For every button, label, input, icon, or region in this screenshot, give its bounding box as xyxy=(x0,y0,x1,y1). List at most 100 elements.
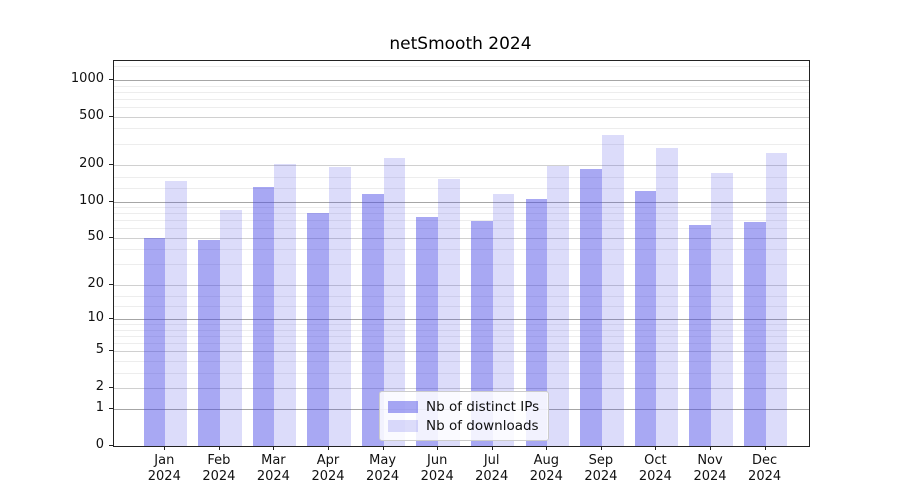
minor-gridline xyxy=(114,249,809,251)
x-tick-label-oct: Oct 2024 xyxy=(638,453,672,484)
y-tick-mark xyxy=(109,445,113,446)
minor-gridline xyxy=(114,264,809,266)
y-tick-mark xyxy=(109,200,113,202)
legend-swatch-distinct-ips xyxy=(388,400,418,413)
bar-downloads-nov xyxy=(711,173,733,446)
minor-gridline xyxy=(114,213,809,215)
minor-gridline xyxy=(114,107,809,108)
minor-gridline xyxy=(114,306,809,308)
bar-distinct-ips-jan xyxy=(143,237,166,446)
y-tick-label: 20 xyxy=(87,275,104,291)
bar-downloads-jan xyxy=(165,180,188,446)
minor-gridline xyxy=(114,228,809,230)
gridline-2 xyxy=(114,387,809,389)
bar-downloads-sep xyxy=(601,135,624,446)
x-tick-label-jul: Jul 2024 xyxy=(475,453,509,484)
x-tick-label-feb: Feb 2024 xyxy=(202,453,236,484)
x-tick-label-jan: Jan 2024 xyxy=(147,453,181,484)
gridline-100 xyxy=(114,201,809,203)
minor-gridline xyxy=(114,143,809,145)
x-tick-mark xyxy=(655,446,657,450)
x-tick-mark xyxy=(328,446,329,450)
legend-label-downloads: Nb of downloads xyxy=(426,417,539,434)
x-tick-label-mar: Mar 2024 xyxy=(256,453,290,484)
x-tick-mark xyxy=(764,446,766,450)
minor-gridline xyxy=(114,128,809,130)
x-tick-label-apr: Apr 2024 xyxy=(311,453,345,484)
y-tick-label: 1000 xyxy=(70,71,104,86)
y-tick-label: 500 xyxy=(79,107,104,123)
y-tick-mark xyxy=(109,115,113,117)
bar-distinct-ips-dec xyxy=(743,222,766,446)
y-tick-label: 0 xyxy=(95,437,104,452)
bar-distinct-ips-sep xyxy=(580,168,602,446)
bar-downloads-may xyxy=(383,158,406,446)
y-tick-mark xyxy=(109,318,113,319)
y-tick-label: 2 xyxy=(95,378,104,394)
y-tick-mark xyxy=(109,236,113,238)
x-tick-mark xyxy=(600,446,602,450)
y-tick-label: 1 xyxy=(95,400,104,416)
y-tick-label: 10 xyxy=(87,310,104,325)
bar-downloads-jul xyxy=(492,194,515,446)
bar-downloads-jun xyxy=(438,179,460,446)
x-tick-mark xyxy=(164,446,166,450)
x-tick-label-dec: Dec 2024 xyxy=(748,453,782,484)
y-tick-label: 5 xyxy=(95,342,104,358)
minor-gridline xyxy=(114,66,809,68)
x-tick-mark xyxy=(491,446,493,450)
minor-gridline xyxy=(114,324,809,325)
bar-distinct-ips-aug xyxy=(525,198,548,446)
x-tick-mark xyxy=(546,446,548,450)
gridline-10 xyxy=(114,319,809,320)
bar-downloads-dec xyxy=(765,153,788,446)
gridline-20 xyxy=(114,284,809,286)
gridline-200 xyxy=(114,165,809,166)
y-tick-mark xyxy=(109,79,113,80)
minor-gridline xyxy=(114,176,809,178)
minor-gridline xyxy=(114,335,809,337)
x-tick-label-may: May 2024 xyxy=(366,453,400,484)
minor-gridline xyxy=(114,207,809,208)
bar-downloads-aug xyxy=(547,166,570,446)
bar-distinct-ips-may xyxy=(361,194,384,446)
x-tick-mark xyxy=(710,446,711,450)
legend-row-downloads: Nb of downloads xyxy=(388,416,539,435)
minor-gridline xyxy=(114,342,809,344)
bar-downloads-apr xyxy=(329,166,351,446)
minor-gridline xyxy=(114,220,809,222)
bar-distinct-ips-oct xyxy=(634,190,657,446)
x-tick-mark xyxy=(437,446,439,450)
bar-distinct-ips-apr xyxy=(307,212,329,446)
y-tick-label: 100 xyxy=(79,192,104,208)
minor-gridline xyxy=(114,98,809,100)
minor-gridline xyxy=(114,295,809,297)
x-tick-label-sep: Sep 2024 xyxy=(584,453,618,484)
minor-gridline xyxy=(114,187,809,189)
minor-gridline xyxy=(114,91,809,93)
bar-distinct-ips-mar xyxy=(252,186,275,446)
y-tick-label: 200 xyxy=(79,156,104,171)
legend: Nb of distinct IPs Nb of downloads xyxy=(379,391,550,441)
y-tick-mark xyxy=(109,283,113,285)
gridline-50 xyxy=(114,237,809,239)
y-tick-mark xyxy=(109,408,113,410)
minor-gridline xyxy=(114,329,809,331)
y-tick-label: 50 xyxy=(87,228,104,244)
bar-distinct-ips-jun xyxy=(416,217,439,446)
plot-area: Nb of distinct IPs Nb of downloads xyxy=(113,60,810,447)
gridline-5 xyxy=(114,351,809,353)
chart-title: netSmooth 2024 xyxy=(389,34,532,54)
x-tick-mark xyxy=(382,446,384,450)
gridline-500 xyxy=(114,116,809,118)
bar-distinct-ips-feb xyxy=(198,239,220,446)
minor-gridline xyxy=(114,372,809,374)
bar-downloads-mar xyxy=(274,164,297,446)
bar-distinct-ips-jul xyxy=(470,220,493,446)
x-tick-label-aug: Aug 2024 xyxy=(529,453,563,484)
bar-distinct-ips-nov xyxy=(689,224,711,446)
legend-label-distinct-ips: Nb of distinct IPs xyxy=(426,398,540,415)
bar-downloads-oct xyxy=(656,147,679,446)
minor-gridline xyxy=(114,360,809,362)
